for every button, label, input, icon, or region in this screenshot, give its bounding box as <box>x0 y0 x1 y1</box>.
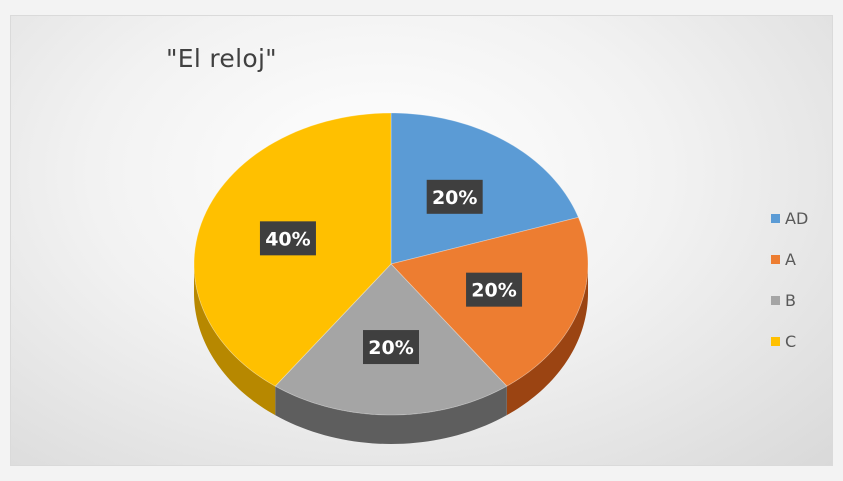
legend-item-a: A <box>771 247 808 271</box>
data-label-ad: 20% <box>432 187 477 209</box>
data-label-box-c <box>259 221 316 256</box>
legend-label-c: C <box>785 331 797 351</box>
legend-swatch-a <box>771 254 780 264</box>
legend-label-a: A <box>785 249 796 269</box>
data-label-box-a <box>466 272 523 307</box>
legend-label-ad: AD <box>785 208 809 228</box>
data-label-box-b <box>363 330 419 365</box>
pie-slice-ad <box>390 112 579 265</box>
pie-side-c <box>194 264 276 416</box>
data-label-box-ad <box>426 179 483 214</box>
legend-item-ad: AD <box>771 206 808 230</box>
pie-side-a <box>506 264 588 416</box>
legend-label-b: B <box>785 290 796 310</box>
pie-chart: 20% 20% 20% 40% <box>193 112 589 444</box>
legend: AD A B C <box>771 206 808 370</box>
legend-swatch-b <box>771 295 780 305</box>
data-label-a: 20% <box>471 280 516 302</box>
legend-item-c: C <box>771 329 808 353</box>
legend-swatch-c <box>771 336 780 346</box>
data-label-b: 20% <box>368 337 413 359</box>
data-label-c: 40% <box>265 228 310 250</box>
chart-title: "El reloj" <box>166 44 277 73</box>
legend-swatch-ad <box>771 213 780 223</box>
chart-area: "El reloj" 20% 20% 20% 40% AD A B C <box>10 15 833 466</box>
legend-item-b: B <box>771 288 808 312</box>
pie-side-b <box>275 386 507 444</box>
